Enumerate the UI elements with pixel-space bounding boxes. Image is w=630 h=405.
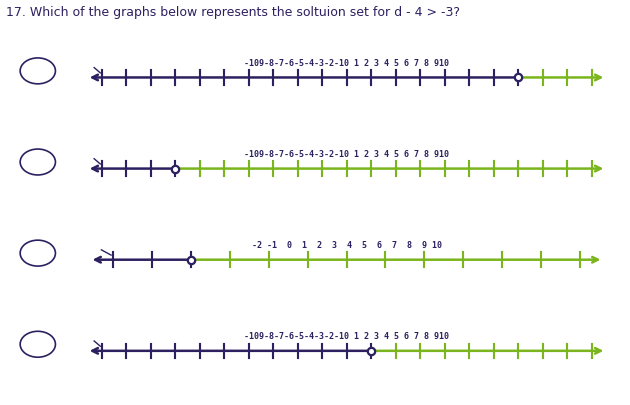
Point <box>513 74 523 81</box>
Text: -109-8-7-6-5-4-3-2-10 1 2 3 4 5 6 7 8 910: -109-8-7-6-5-4-3-2-10 1 2 3 4 5 6 7 8 91… <box>244 150 449 159</box>
Text: 17. Which of the graphs below represents the soltuion set for d - 4 > -3?: 17. Which of the graphs below represents… <box>6 6 461 19</box>
Point <box>366 347 376 354</box>
Text: -109-8-7-6-5-4-3-2-10 1 2 3 4 5 6 7 8 910: -109-8-7-6-5-4-3-2-10 1 2 3 4 5 6 7 8 91… <box>244 332 449 341</box>
Text: -109-8-7-6-5-4-3-2-10 1 2 3 4 5 6 7 8 910: -109-8-7-6-5-4-3-2-10 1 2 3 4 5 6 7 8 91… <box>244 59 449 68</box>
Point <box>170 165 180 172</box>
Point <box>186 256 196 263</box>
Text: -2 -1  0  1  2  3  4  5  6  7  8  9 10: -2 -1 0 1 2 3 4 5 6 7 8 9 10 <box>251 241 442 250</box>
